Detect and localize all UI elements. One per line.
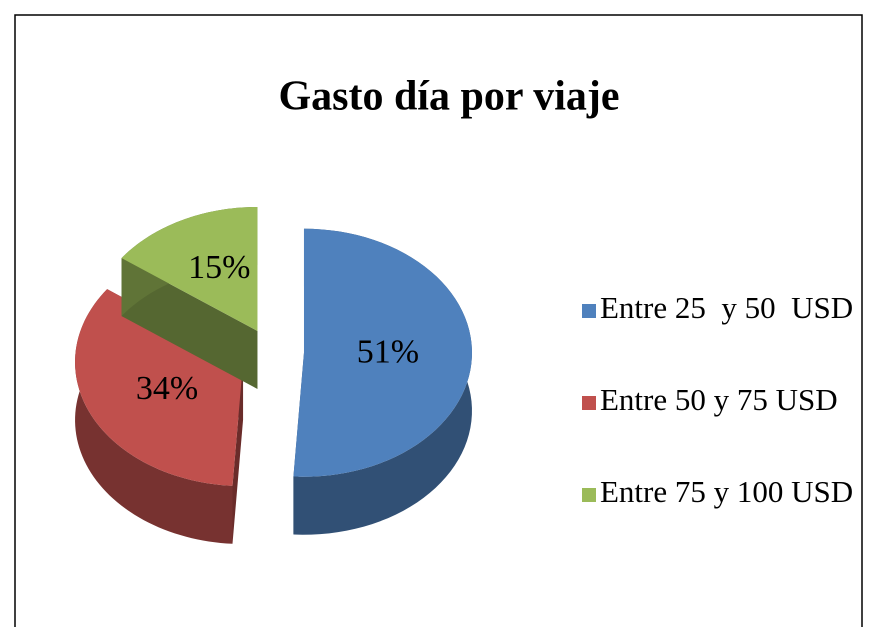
- legend-swatch: [582, 396, 596, 410]
- legend-swatch: [582, 488, 596, 502]
- slice-cut-face: [121, 258, 258, 389]
- slice: [121, 206, 258, 389]
- legend-label: Entre 25 y 50 USD: [600, 290, 853, 325]
- slice-top: [121, 206, 258, 331]
- data-label: 51%: [357, 334, 419, 371]
- legend-label: Entre 50 y 75 USD: [600, 382, 838, 417]
- slice-top: [75, 289, 244, 486]
- legend-label: Entre 75 y 100 USD: [600, 474, 853, 509]
- slice-top: [293, 228, 472, 477]
- slice-side: [75, 289, 233, 544]
- chart-title: Gasto día por viaje: [278, 74, 619, 120]
- frame: [14, 14, 863, 627]
- data-label: 15%: [188, 249, 250, 286]
- data-label: 34%: [136, 370, 198, 407]
- slice: [293, 228, 472, 535]
- legend-swatch: [582, 304, 596, 318]
